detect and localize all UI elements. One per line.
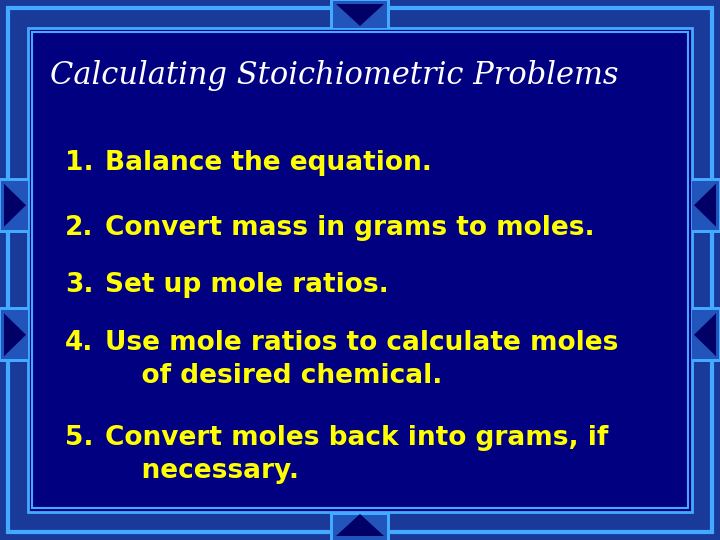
Bar: [330, 512, 390, 540]
Text: Convert moles back into grams, if
    necessary.: Convert moles back into grams, if necess…: [105, 425, 608, 484]
Bar: [333, 1, 387, 28]
Polygon shape: [694, 184, 716, 227]
Text: Convert mass in grams to moles.: Convert mass in grams to moles.: [105, 215, 595, 241]
Bar: [0, 307, 28, 362]
Bar: [0, 178, 28, 233]
Bar: [330, 0, 390, 28]
Text: 4.: 4.: [65, 330, 94, 356]
Text: Set up mole ratios.: Set up mole ratios.: [105, 272, 389, 298]
Bar: [692, 310, 719, 359]
Text: 3.: 3.: [65, 272, 94, 298]
Polygon shape: [4, 313, 26, 356]
Text: 1.: 1.: [65, 150, 94, 176]
Bar: [32, 32, 688, 508]
Polygon shape: [694, 313, 716, 356]
Text: Calculating Stoichiometric Problems: Calculating Stoichiometric Problems: [50, 60, 618, 91]
Polygon shape: [4, 184, 26, 227]
Text: Use mole ratios to calculate moles
    of desired chemical.: Use mole ratios to calculate moles of de…: [105, 330, 618, 389]
Text: Balance the equation.: Balance the equation.: [105, 150, 432, 176]
Bar: [1, 181, 28, 230]
Text: 5.: 5.: [65, 425, 94, 451]
Bar: [1, 310, 28, 359]
Polygon shape: [336, 4, 384, 26]
Bar: [692, 178, 720, 233]
Bar: [692, 307, 720, 362]
Bar: [333, 515, 387, 540]
Text: 2.: 2.: [65, 215, 94, 241]
Bar: [28, 28, 692, 512]
Polygon shape: [336, 514, 384, 536]
Bar: [692, 181, 719, 230]
